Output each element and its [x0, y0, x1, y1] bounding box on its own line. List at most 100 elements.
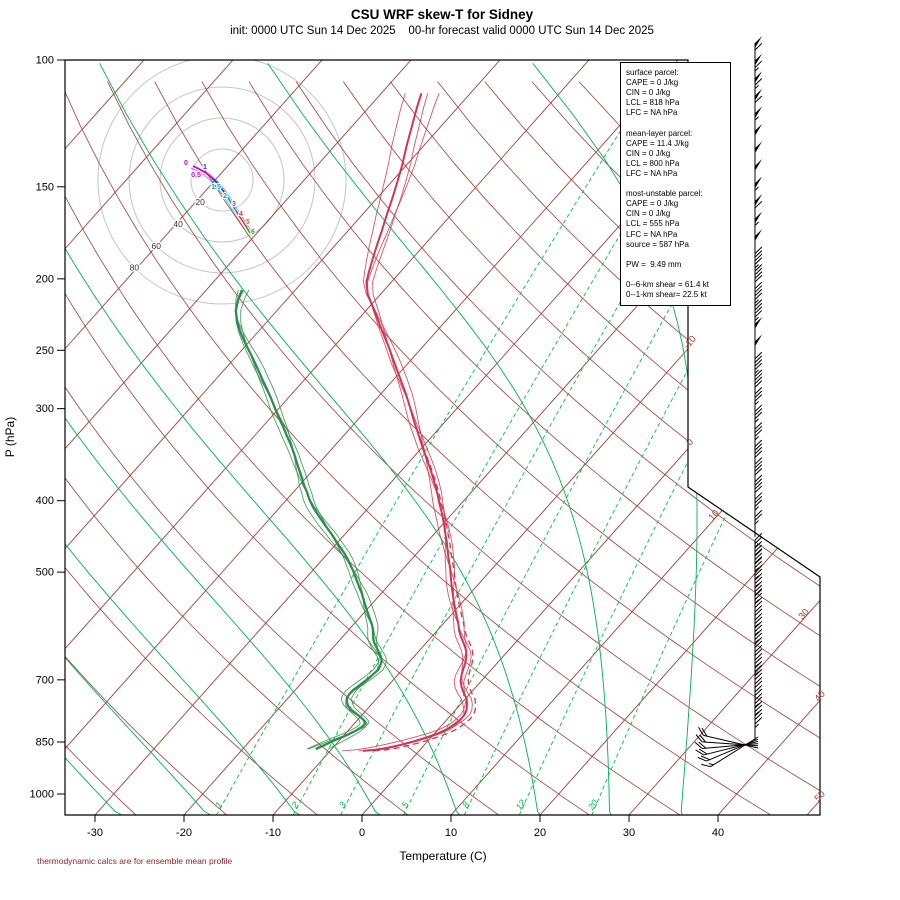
pressure-tick-label: 1000: [30, 789, 54, 801]
hodograph-trace-segment: [220, 184, 228, 194]
hodograph-ring-label: 60: [152, 241, 162, 251]
hodograph-height-label: 1: [203, 164, 207, 171]
info-box-line: CAPE = 11.4 J/kg: [626, 138, 689, 148]
info-box-line: LFC = NA hPa: [626, 168, 678, 178]
temperature-tick-label: 30: [623, 827, 635, 839]
pressure-tick-label: 250: [36, 345, 54, 357]
hodograph-trace-segment: [235, 210, 243, 221]
info-box-line: most-unstable parcel:: [626, 189, 703, 199]
hodograph-height-label: 5: [246, 219, 250, 226]
hodograph-height-label: 4: [239, 211, 243, 218]
info-box-line: mean-layer parcel:: [626, 128, 693, 138]
isotherm-lines: [65, 60, 820, 815]
info-box-spacer: [626, 270, 728, 280]
hodograph-height-label: 1.5: [211, 184, 221, 191]
dry-adiabat-lines: [65, 81, 820, 815]
hodograph-trace-segment: [203, 174, 211, 181]
hodograph-trace-segment: [190, 167, 198, 172]
pressure-tick-label: 150: [36, 181, 54, 193]
temperature-tick-label: 20: [534, 827, 546, 839]
hodograph-height-label: 0: [184, 160, 188, 167]
info-box-line: surface parcel:: [626, 68, 679, 77]
info-box-spacer: [626, 179, 728, 189]
hodograph-height-label: 0.5: [191, 172, 201, 179]
mixing-ratio-labels: 1 2 3 5 8 12 20: [213, 798, 600, 813]
pressure-tick-label: 300: [36, 403, 54, 415]
info-box-line: CAPE = 0 J/kg: [626, 199, 679, 209]
mixing-ratio-lines: [216, 81, 820, 815]
svg-text:40: 40: [813, 689, 828, 704]
wind-barbs: [694, 36, 763, 768]
hodograph-trace-segment: [215, 185, 223, 195]
hodograph-height-label: 2: [223, 193, 227, 200]
info-box-line: 0--1-km shear= 22.5 kt: [626, 290, 707, 300]
temperature-tick-label: -20: [176, 827, 192, 839]
moist-adiabat-lines: [65, 63, 698, 815]
info-box-line: LCL = 818 hPa: [626, 98, 680, 108]
hodograph-trace-segment: [244, 229, 249, 236]
hodograph-trace-segment: [249, 228, 254, 235]
svg-text:8: 8: [460, 800, 471, 810]
temperature-tick-label: 40: [712, 827, 724, 839]
hodograph-trace-segment: [192, 165, 200, 170]
temperature-tick-label: 10: [445, 827, 457, 839]
hodograph-trace-segment: [198, 168, 207, 174]
hodograph-trace-segment: [211, 177, 219, 185]
dewpoint-ensemble-member: [234, 289, 380, 750]
hodograph-trace-segment: [244, 220, 251, 230]
hodograph-trace-segment: [229, 200, 237, 212]
hodograph-height-label: 6: [251, 229, 255, 236]
hodograph-ring-label: 80: [130, 263, 140, 273]
svg-text:10: 10: [707, 508, 722, 523]
info-box-line: CAPE = 0 J/kg: [626, 78, 679, 88]
temperature-ensemble-member: [358, 93, 467, 752]
info-box-line: CIN = 0 J/kg: [626, 88, 671, 98]
hodograph-trace-segment: [227, 202, 235, 214]
pressure-tick-label: 400: [36, 495, 54, 507]
hodograph-ring-label: 20: [195, 197, 205, 207]
hodograph-trace-segment: [196, 170, 205, 176]
info-box-line: LFC = NA hPa: [626, 108, 678, 118]
dewpoint-mean-profile: [234, 289, 383, 751]
parcel-info-box: surface parcel: CAPE = 0 J/kg CIN = 0 J/kg…: [620, 62, 731, 307]
info-box-line: source = 587 hPa: [626, 239, 689, 249]
svg-text:12: 12: [514, 798, 528, 812]
profiles: [234, 93, 477, 752]
info-box-line: CIN = 0 J/kg: [626, 148, 671, 158]
hodograph-trace-segment: [233, 212, 241, 223]
hodograph-trace-segment: [223, 191, 231, 202]
pressure-tick-label: 500: [36, 567, 54, 579]
temperature-tick-label: 0: [359, 827, 365, 839]
hodograph-trace-segment: [195, 166, 203, 171]
svg-text:2: 2: [289, 800, 301, 811]
hodograph-trace-segment: [209, 179, 217, 187]
dewpoint-ensemble-member: [235, 289, 387, 750]
chart-subtitle: init: 0000 UTC Sun 14 Dec 2025 00-hr for…: [230, 25, 654, 37]
info-box-line: LCL = 555 hPa: [626, 219, 680, 229]
pressure-tick-label: 850: [36, 736, 54, 748]
temperature-mean-profile: [362, 93, 469, 752]
hodograph-trace-segment: [214, 178, 222, 186]
info-box-line: 0--6-km shear = 61.4 kt: [626, 279, 709, 289]
temperature-ensemble-member: [366, 93, 473, 752]
svg-text:0: 0: [684, 437, 696, 448]
hodograph-ring-label: 40: [173, 219, 183, 229]
hodograph-trace-segment: [232, 201, 240, 213]
y-axis-label: P (hPa): [3, 417, 17, 457]
svg-text:5: 5: [400, 799, 412, 810]
info-box-line: PW = 9.49 mm: [626, 259, 682, 269]
info-box-line: LFC = NA hPa: [626, 229, 678, 239]
chart-title: CSU WRF skew-T for Sidney: [350, 7, 534, 22]
virtual-temperature-dashed: [373, 408, 477, 752]
hodograph-trace-segment: [221, 193, 229, 204]
svg-text:50: 50: [813, 789, 828, 804]
hodograph-trace-segment: [246, 227, 251, 234]
hodograph-trace-segment: [239, 221, 246, 231]
info-box-spacer: [626, 250, 728, 260]
temperature-tick-label: -30: [87, 827, 103, 839]
hodograph-trace-segment: [238, 211, 246, 222]
info-box-line: CIN = 0 J/kg: [626, 209, 671, 219]
hodograph-trace-segment: [226, 192, 234, 203]
